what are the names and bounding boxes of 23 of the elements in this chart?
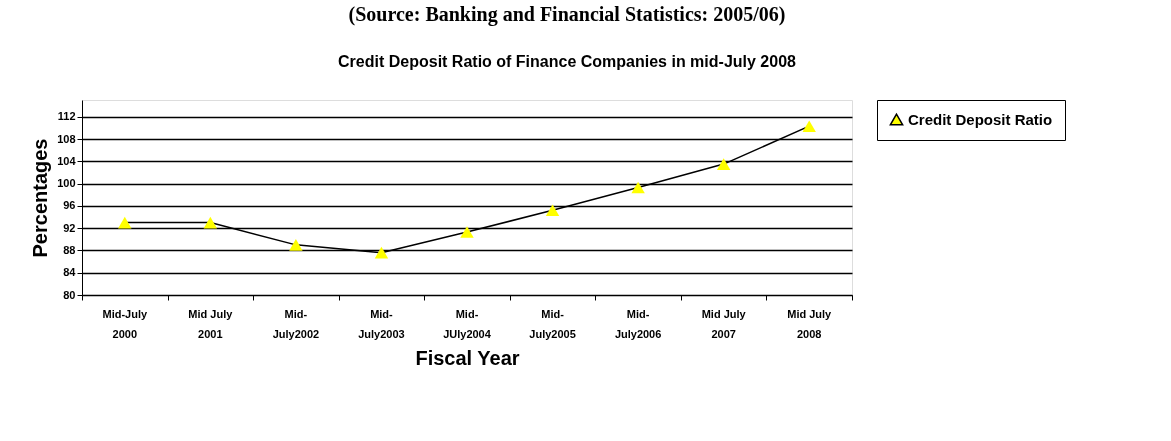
y-tick-label: 96 (63, 199, 76, 212)
x-tick-label: Mid July 2008 (787, 308, 833, 340)
y-tick-label: 80 (63, 288, 76, 301)
x-tick-label: Mid- July2002 (272, 308, 320, 340)
y-tick-label: 108 (57, 132, 76, 145)
y-tick-label: 88 (63, 243, 76, 256)
y-tick-label: 112 (57, 110, 76, 123)
x-tick-label: Mid- July2003 (358, 308, 405, 340)
x-tick-label: Mid- JUly2004 (443, 308, 492, 340)
x-axis-title: Fiscal Year (415, 347, 520, 369)
y-axis-title: Percentages (29, 138, 52, 258)
y-tick-label: 100 (57, 177, 76, 190)
x-tick-label: Mid July 2007 (701, 308, 747, 340)
x-tick-label: Mid- July2006 (614, 308, 662, 340)
y-tick-label: 92 (63, 221, 76, 234)
x-tick-label: Mid-July 2000 (102, 308, 148, 340)
x-tick-label: Mid July 2001 (188, 308, 234, 340)
chart-title: Credit Deposit Ratio of Finance Companies in mid-July 2008 (338, 53, 797, 70)
y-tick-label: 84 (63, 266, 77, 279)
legend-label: Credit Deposit Ratio (908, 110, 1053, 128)
y-tick-label: 104 (57, 154, 77, 167)
x-tick-label: Mid- July2005 (529, 308, 576, 340)
text: (Source: Banking and Financial Statistics: 2005/06) (348, 3, 786, 26)
